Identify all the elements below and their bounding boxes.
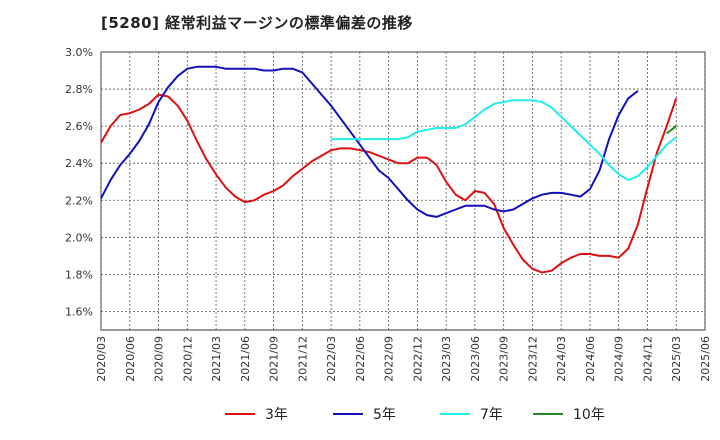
x-tick-label: 2022/12 bbox=[411, 336, 424, 382]
series-line bbox=[331, 99, 677, 181]
x-tick-label: 2023/06 bbox=[469, 336, 482, 382]
legend-label: 10年 bbox=[573, 407, 605, 423]
x-tick-label: 2020/09 bbox=[153, 336, 166, 382]
legend-item: 10年 bbox=[533, 407, 605, 423]
x-tick-label: 2024/12 bbox=[641, 336, 654, 382]
y-tick-label: 2.8% bbox=[65, 83, 93, 96]
x-tick-label: 2022/09 bbox=[383, 336, 396, 382]
x-tick-label: 2023/03 bbox=[440, 336, 453, 382]
page-title: [5280] 経常利益マージンの標準偏差の推移 bbox=[101, 14, 413, 32]
x-tick-label: 2021/06 bbox=[239, 336, 252, 382]
x-tick-label: 2024/03 bbox=[555, 336, 568, 382]
legend-item: 3年 bbox=[225, 407, 288, 423]
series-line bbox=[100, 93, 678, 274]
y-tick-label: 3.0% bbox=[65, 46, 93, 59]
legend-label: 3年 bbox=[265, 407, 288, 423]
x-tick-label: 2024/06 bbox=[584, 336, 597, 382]
x-tick-label: 2020/03 bbox=[95, 336, 108, 382]
series-line bbox=[100, 65, 639, 218]
x-axis-labels: 2020/03 2020/06 2020/09 2020/12 2021/03 2021/… bbox=[95, 336, 712, 382]
x-tick-label: 2021/09 bbox=[268, 336, 281, 382]
legend-item: 7年 bbox=[440, 407, 503, 423]
y-tick-label: 2.4% bbox=[65, 157, 93, 170]
series-line bbox=[666, 125, 677, 135]
x-tick-label: 2020/06 bbox=[124, 336, 137, 382]
y-tick-label: 2.6% bbox=[65, 120, 93, 133]
legend-label: 7年 bbox=[480, 407, 503, 423]
series-group bbox=[100, 65, 678, 274]
legend-item: 5年 bbox=[333, 407, 396, 423]
y-tick-label: 1.8% bbox=[65, 268, 93, 281]
x-tick-label: 2023/12 bbox=[526, 336, 539, 382]
x-tick-label: 2021/03 bbox=[210, 336, 223, 382]
x-tick-label: 2020/12 bbox=[181, 336, 194, 382]
legend-label: 5年 bbox=[373, 407, 396, 423]
x-tick-label: 2021/12 bbox=[296, 336, 309, 382]
y-tick-label: 2.0% bbox=[65, 231, 93, 244]
y-tick-label: 2.2% bbox=[65, 194, 93, 207]
x-tick-label: 2022/03 bbox=[325, 336, 338, 382]
x-tick-label: 2022/06 bbox=[354, 336, 367, 382]
y-tick-label: 1.6% bbox=[65, 305, 93, 318]
x-tick-label: 2025/06 bbox=[699, 336, 712, 382]
plot-area bbox=[100, 51, 706, 331]
y-axis-labels: 3.0% 2.8% 2.6% 2.4% 2.2% 2.0% 1.8% 1.6% bbox=[65, 46, 93, 318]
x-tick-label: 2024/09 bbox=[613, 336, 626, 382]
x-tick-label: 2023/09 bbox=[498, 336, 511, 382]
legend: 3年 5年 7年 10年 bbox=[225, 407, 605, 423]
x-tick-label: 2025/03 bbox=[670, 336, 683, 382]
